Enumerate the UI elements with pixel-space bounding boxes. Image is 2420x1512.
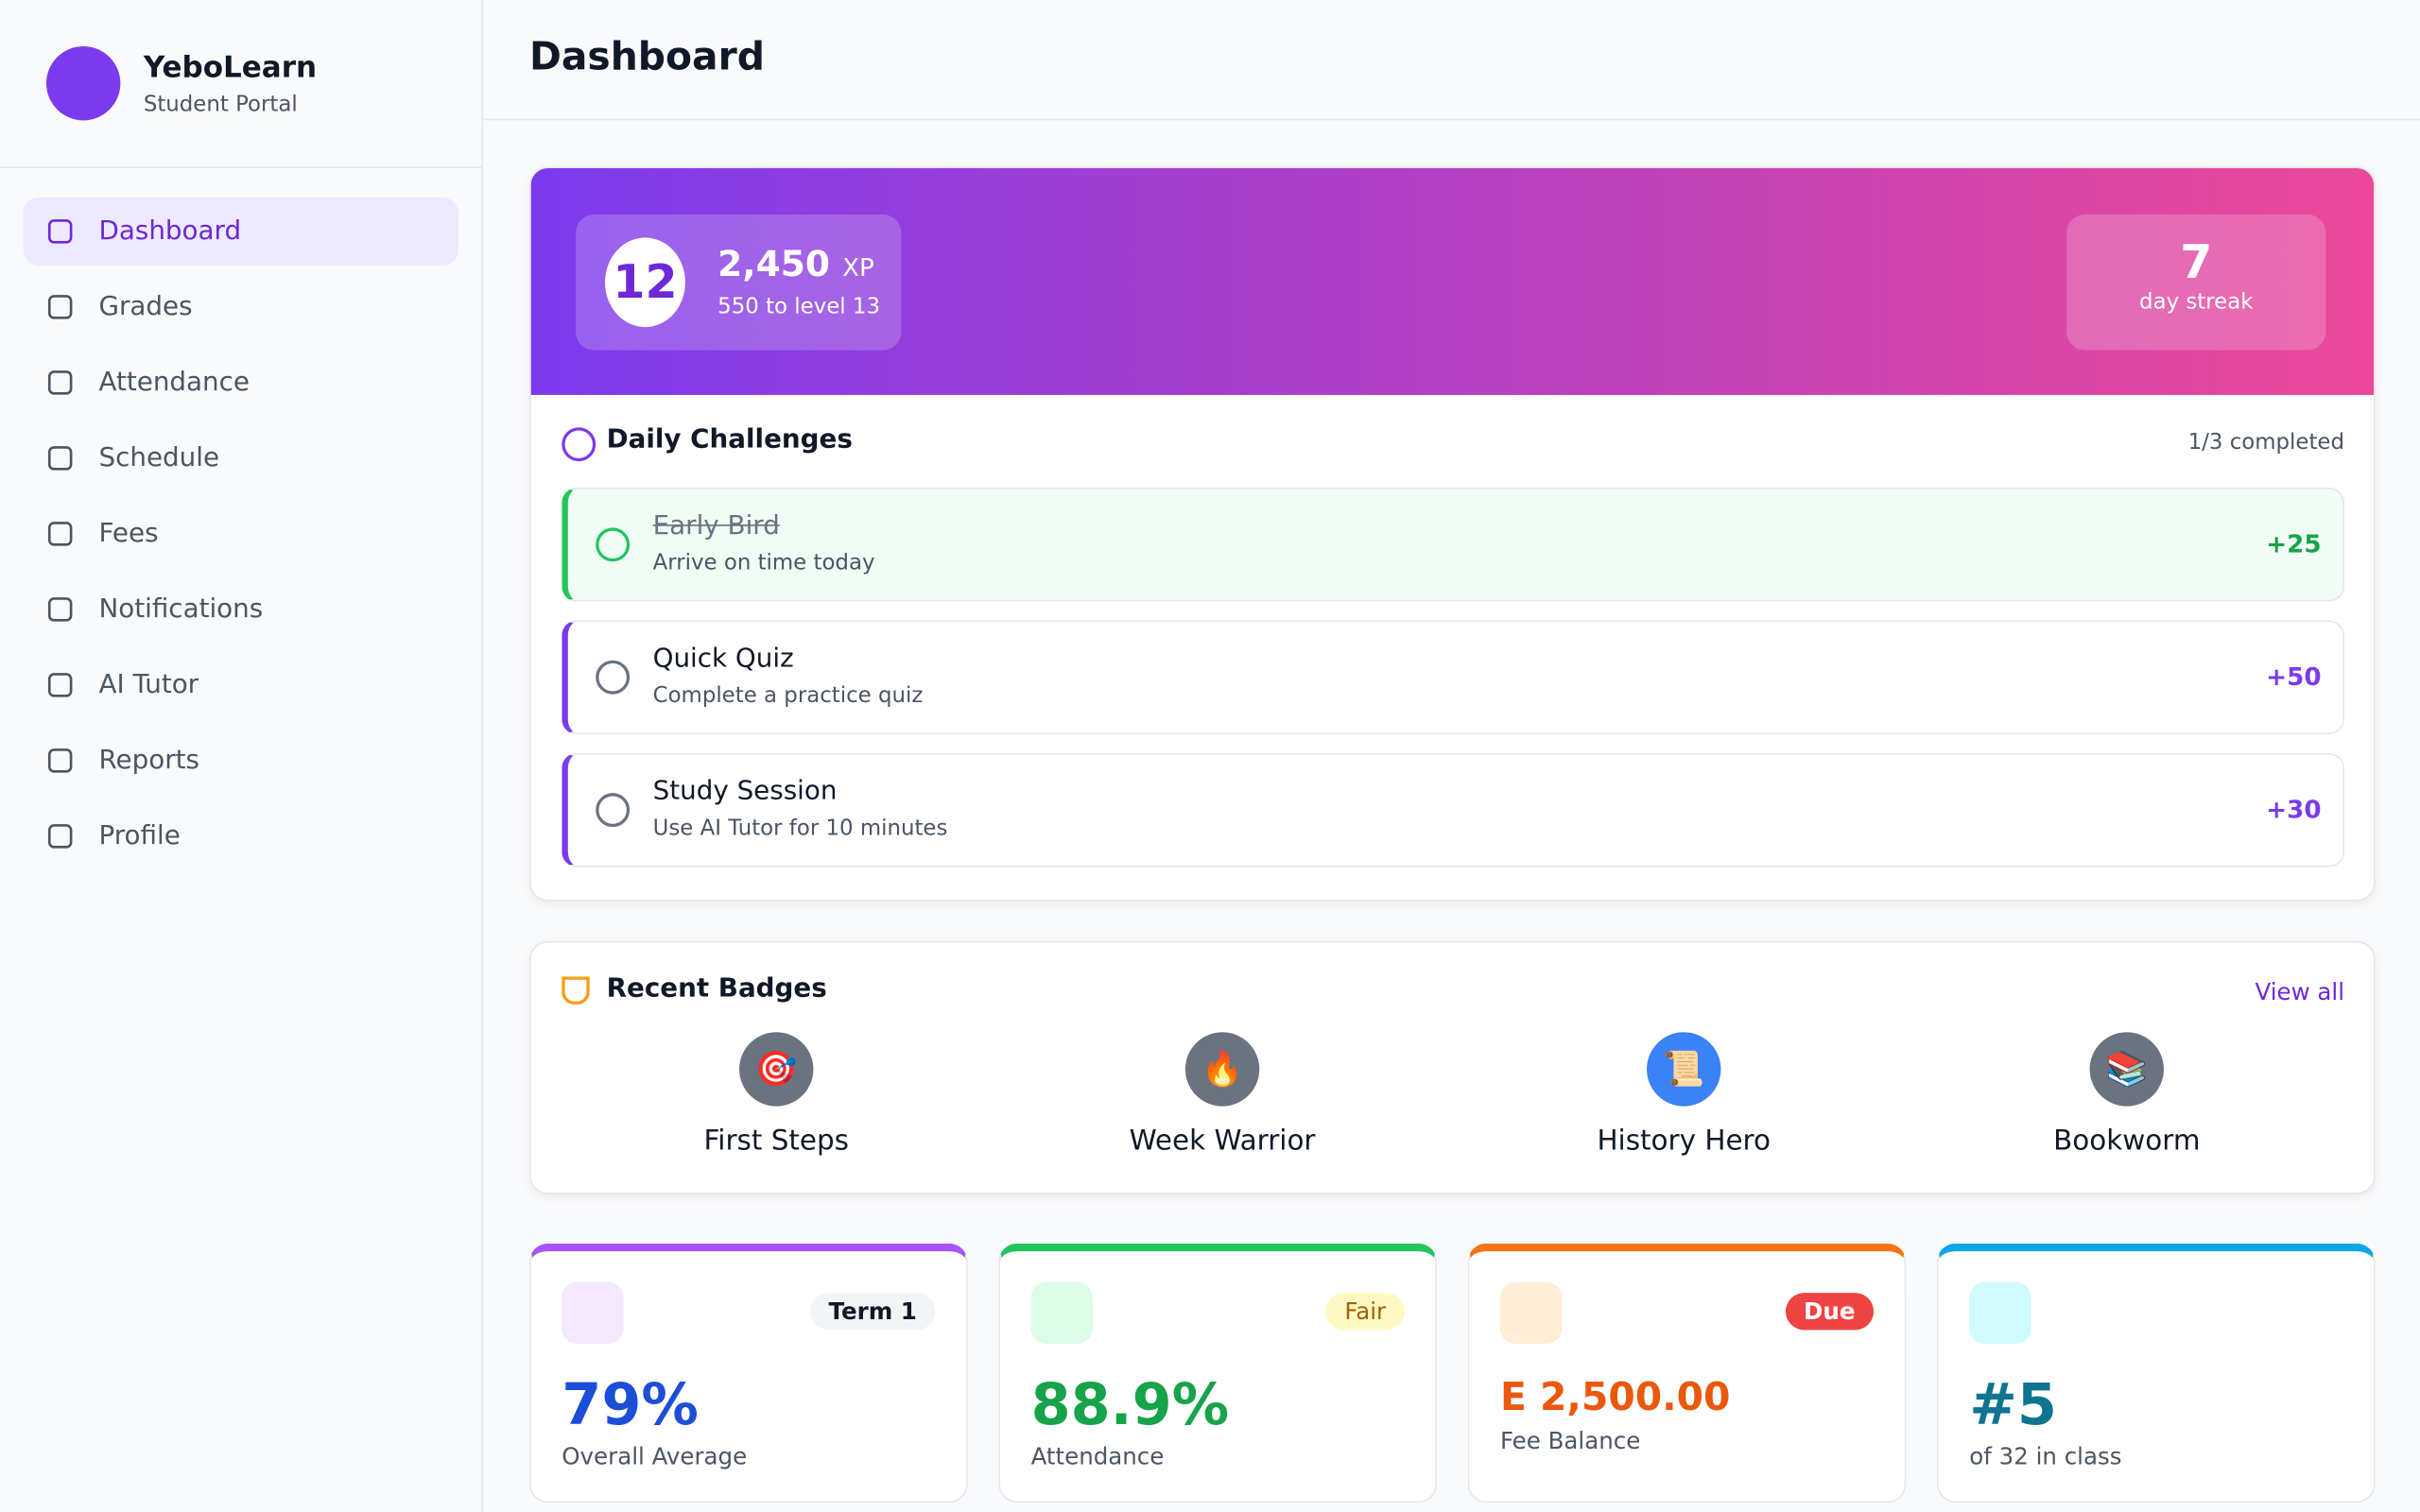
nav-label: Reports [98, 745, 199, 777]
stat-icon [1499, 1281, 1563, 1345]
stat-tag: Term 1 [809, 1293, 936, 1331]
badge-name: Bookworm [2053, 1125, 2201, 1158]
hero: 12 2,450 XP 550 to level 13 7 day streak [530, 167, 2375, 395]
nav-item[interactable]: Schedule [23, 424, 458, 492]
challenge[interactable]: Early Bird Arrive on time today +25 [562, 487, 2345, 602]
nav-icon [47, 673, 73, 697]
badge: 📜 History Hero [1530, 1032, 1839, 1157]
badges-card: Recent Badges View all 🎯 First Steps 🔥 Week… [529, 940, 2376, 1194]
challenge-reward: +30 [2266, 794, 2322, 824]
stat-value: 88.9% [1030, 1371, 1230, 1438]
level-box: 12 2,450 XP 550 to level 13 [575, 214, 902, 351]
challenge-title: Study Session [652, 776, 838, 807]
level: 12 [605, 237, 685, 328]
nav-icon [47, 370, 73, 395]
stat-value: 79% [562, 1371, 699, 1438]
badge-name: History Hero [1597, 1125, 1771, 1158]
badge-icon: 📜 [1647, 1032, 1721, 1107]
challenge-reward: +25 [2266, 529, 2322, 559]
sidebar: YeboLearn Student Portal Dashboard Grades… [0, 0, 484, 1512]
streak: 7 [2180, 235, 2213, 290]
nav-label: Profile [98, 820, 181, 852]
nav-icon [47, 824, 73, 849]
nav-label: Attendance [98, 367, 250, 399]
brand-subtitle: Student Portal [143, 92, 298, 118]
nav-label: Schedule [98, 442, 220, 474]
streak-label: day streak [2139, 289, 2254, 316]
header: Dashboard [483, 0, 2420, 121]
nav-item[interactable]: AI Tutor [23, 651, 458, 719]
nav-icon [47, 748, 73, 773]
badge-icon: 🔥 [1184, 1032, 1260, 1107]
nav-item[interactable]: Fees [23, 500, 458, 568]
view-all[interactable]: View all [2255, 978, 2344, 1006]
brand-name: YeboLearn [143, 50, 318, 85]
stat-card: Term 1 79% Overall Average [529, 1243, 968, 1503]
nav-item[interactable]: Notifications [23, 576, 458, 644]
stat-value: E 2,500.00 [1499, 1374, 1731, 1420]
check [596, 793, 631, 828]
target-icon [562, 427, 596, 462]
nav-item[interactable]: Dashboard [23, 197, 458, 266]
badge-name: Week Warrior [1129, 1125, 1316, 1158]
nav-icon [47, 219, 73, 244]
nav-label: Grades [98, 291, 193, 323]
nav-item[interactable]: Attendance [23, 349, 458, 417]
badge-icon: 🎯 [739, 1032, 814, 1107]
badge-name: First Steps [703, 1125, 849, 1158]
stat-tag: Fair [1325, 1293, 1405, 1331]
nav-label: Fees [98, 518, 159, 550]
nav-icon [47, 522, 73, 546]
divider [0, 166, 482, 168]
challenge[interactable]: Quick Quiz Complete a practice quiz +50 [562, 620, 2345, 735]
nav-icon [47, 446, 73, 471]
badge: 🎯 First Steps [622, 1032, 931, 1157]
challenge-desc: Use AI Tutor for 10 minutes [652, 816, 948, 841]
nav-label: AI Tutor [98, 669, 199, 701]
stat-label: Overall Average [562, 1442, 748, 1470]
stat-icon [1030, 1281, 1093, 1345]
stat-label: Fee Balance [1499, 1427, 1641, 1455]
xp-unit: XP [842, 252, 874, 283]
nav-label: Dashboard [98, 215, 242, 248]
section-title: Daily Challenges [606, 423, 853, 455]
stat-value: #5 [1969, 1371, 2057, 1438]
badge-icon: 📚 [2089, 1032, 2164, 1107]
stat-card: #5 of 32 in class [1936, 1243, 2376, 1503]
challenge-reward: +50 [2266, 662, 2322, 692]
nav-item[interactable]: Grades [23, 273, 458, 341]
challenge-title: Early Bird [652, 510, 780, 542]
challenge-status: 1/3 completed [2187, 430, 2344, 455]
challenge-desc: Arrive on time today [652, 550, 875, 576]
progress-card: 12 2,450 XP 550 to level 13 7 day streak… [529, 166, 2376, 902]
next-level: 550 to level 13 [717, 294, 880, 319]
challenge[interactable]: Study Session Use AI Tutor for 10 minutes… [562, 752, 2345, 868]
check [596, 527, 631, 562]
stat-card: Fair 88.9% Attendance [998, 1243, 1437, 1503]
challenge-title: Quick Quiz [652, 643, 794, 675]
stat-label: of 32 in class [1969, 1442, 2122, 1470]
nav-item[interactable]: Profile [23, 802, 458, 870]
check [596, 660, 631, 695]
nav-label: Notifications [98, 593, 264, 626]
page-title: Dashboard [529, 33, 765, 79]
stat-label: Attendance [1030, 1442, 1165, 1470]
challenge-desc: Complete a practice quiz [652, 683, 924, 709]
logo [45, 45, 121, 121]
trophy-icon [562, 976, 590, 1005]
badge: 📚 Bookworm [1973, 1032, 2282, 1157]
stat-icon [1969, 1281, 2031, 1345]
nav-icon [47, 295, 73, 319]
stat-tag: Due [1785, 1293, 1875, 1331]
streak-box: 7 day streak [2066, 214, 2326, 351]
nav-item[interactable]: Reports [23, 727, 458, 795]
nav-icon [47, 597, 73, 622]
section-title: Recent Badges [606, 973, 827, 1005]
stat-icon [562, 1281, 624, 1345]
badge: 🔥 Week Warrior [1068, 1032, 1377, 1157]
stat-card: Due E 2,500.00 Fee Balance [1467, 1243, 1907, 1503]
xp: 2,450 [717, 245, 830, 286]
